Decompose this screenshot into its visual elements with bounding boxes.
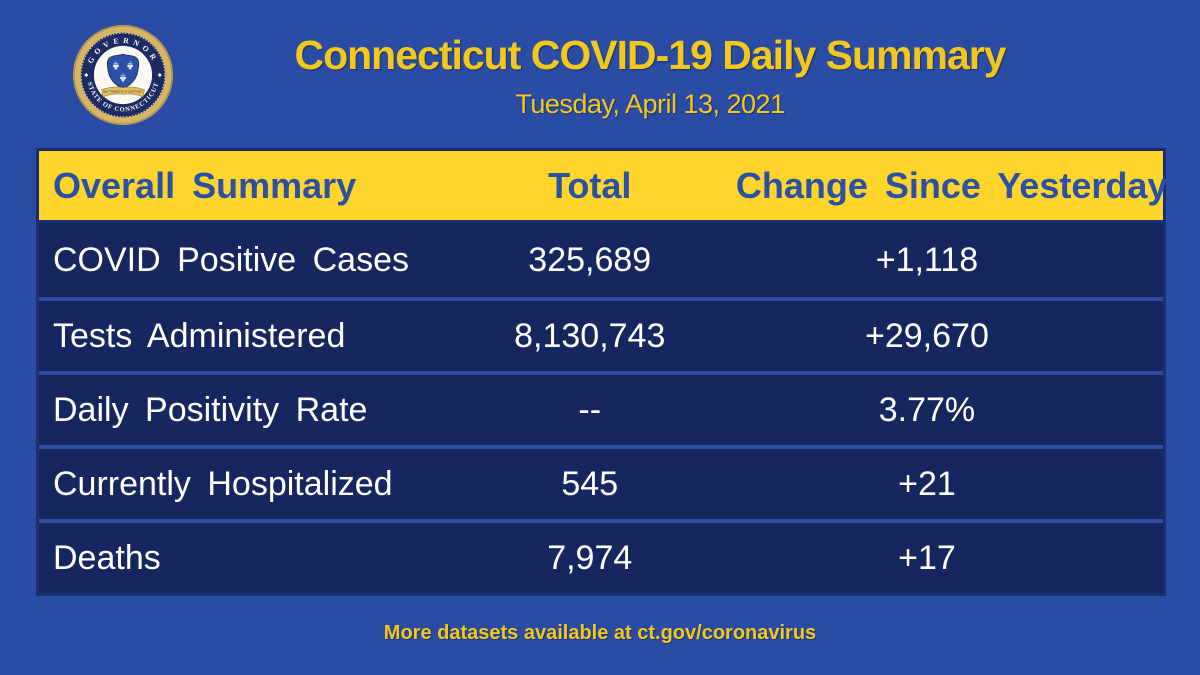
row-change: +21 <box>898 464 956 503</box>
row-label: Tests Administered <box>53 316 346 355</box>
table-row-deaths: Deaths 7,974 +17 <box>39 519 1163 593</box>
table-row-daily-positivity-rate: Daily Positivity Rate -- 3.77% <box>39 371 1163 445</box>
row-label: COVID Positive Cases <box>53 240 409 279</box>
table-row-currently-hospitalized: Currently Hospitalized 545 +21 <box>39 445 1163 519</box>
page-title: Connecticut COVID-19 Daily Summary <box>294 32 1006 78</box>
header-total: Total <box>548 164 632 206</box>
table-row-covid-positive-cases: COVID Positive Cases 325,689 +1,118 <box>39 223 1163 297</box>
row-change: +1,118 <box>875 240 979 279</box>
row-change: +29,670 <box>865 316 989 355</box>
row-total: 325,689 <box>528 240 652 279</box>
seal-motto-banner <box>101 86 145 98</box>
connecticut-governor-seal-icon: GOVERNOR STATE OF CONNECTICUT QUI TRANST… <box>73 25 173 125</box>
footer-datasets-note: More datasets available at ct.gov/corona… <box>383 622 817 644</box>
header-overall-summary: Overall Summary <box>53 164 357 206</box>
summary-table: Overall Summary Total Change Since Yeste… <box>36 148 1168 596</box>
row-label: Currently Hospitalized <box>53 464 393 503</box>
row-label: Deaths <box>53 538 161 577</box>
table-row-tests-administered: Tests Administered 8,130,743 +29,670 <box>39 297 1163 371</box>
row-change: 3.77% <box>878 390 976 429</box>
row-total: 8,130,743 <box>514 316 666 355</box>
row-total: 545 <box>561 464 619 503</box>
row-label: Daily Positivity Rate <box>53 390 368 429</box>
seal-shield <box>106 53 140 90</box>
header-change-since-yesterday: Change Since Yesterday <box>735 164 1168 206</box>
row-total: 7,974 <box>547 538 633 577</box>
seal-motto-text: QUI TRANSTULIT SUSTINET <box>103 90 143 94</box>
page-date: Tuesday, April 13, 2021 <box>515 89 785 119</box>
seal-grapevines <box>112 60 134 82</box>
row-change: +17 <box>898 538 956 577</box>
table-header-row: Overall Summary Total Change Since Yeste… <box>39 151 1168 223</box>
row-total: -- <box>578 390 602 429</box>
